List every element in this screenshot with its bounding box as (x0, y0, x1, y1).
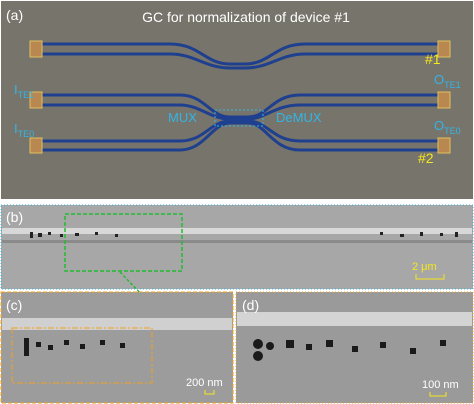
port-label: ITE1 (14, 82, 34, 100)
scale-label: 2 μm (412, 261, 437, 273)
demux-label: DeMUX (276, 110, 322, 125)
panel-label: (c) (6, 297, 22, 313)
scale-bar (415, 274, 445, 280)
mux-label: MUX (168, 110, 197, 125)
scale-bar (204, 390, 215, 395)
band (2, 240, 472, 243)
panel-label: (b) (6, 209, 23, 225)
zoom-box (11, 327, 153, 384)
panel-title: GC for normalization of device #1 (142, 9, 350, 25)
sem-c (0, 291, 234, 404)
holes (253, 339, 446, 361)
scale-bar (429, 392, 447, 397)
device-mark: #2 (418, 150, 434, 166)
sem-b (0, 204, 474, 290)
port-label: OTE0 (434, 118, 461, 136)
holes (24, 338, 125, 356)
waveguides (40, 42, 440, 152)
zoom-box (64, 213, 183, 272)
micrograph-a (1, 1, 473, 199)
band (237, 312, 472, 326)
scale-label: 200 nm (186, 377, 223, 389)
device-mark: #1 (425, 51, 441, 67)
zoom-box (214, 109, 264, 127)
holes (30, 232, 458, 238)
scale-label: 100 nm (422, 379, 459, 391)
panel-label: (d) (242, 297, 259, 313)
grating-couplers (29, 40, 451, 154)
port-label: OTE1 (434, 72, 461, 90)
band (2, 228, 472, 234)
panel-label: (a) (6, 7, 23, 23)
port-label: ITE0 (14, 121, 34, 139)
band (2, 318, 232, 330)
